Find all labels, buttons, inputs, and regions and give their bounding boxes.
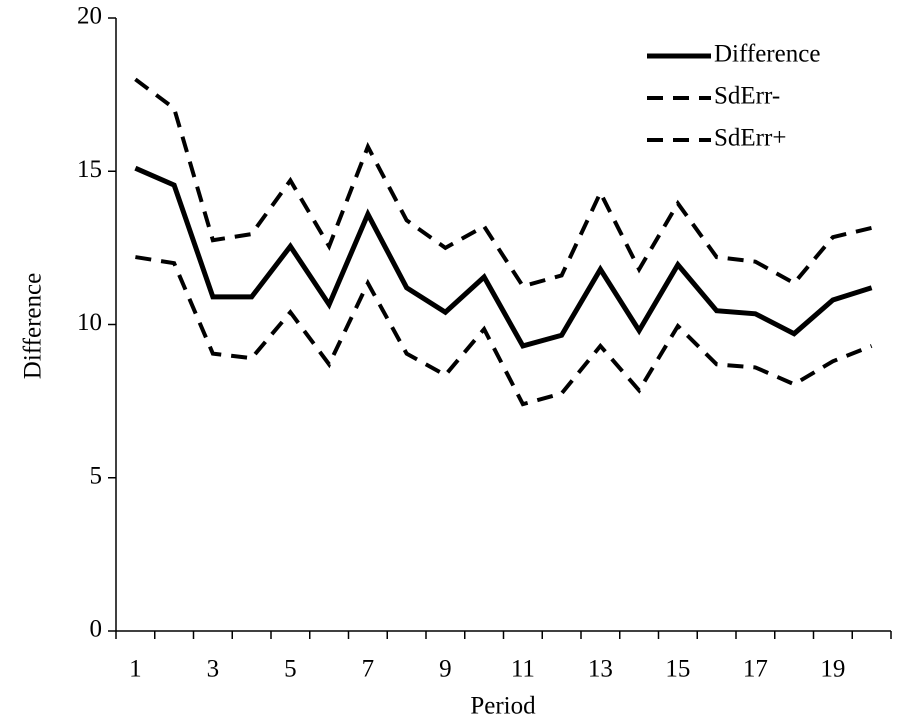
y-tick-label: 15 [77,156,102,183]
x-tick-label: 7 [362,656,375,683]
x-tick-label: 3 [207,656,220,683]
x-axis-title: Period [470,693,536,720]
y-tick-label: 10 [77,309,102,336]
y-axis-title: Difference [20,273,47,379]
legend-label: SdErr+ [714,125,786,152]
y-tick-label: 0 [90,616,103,643]
series-line-sderrminus [134,77,873,289]
y-tick-label: 20 [77,3,102,30]
series-lines [134,77,873,407]
x-axis-ticks: 1 3 5 7 9 11 13 15 17 19 [115,631,892,683]
x-tick-label: 5 [284,656,297,683]
x-tick-label: 19 [820,656,845,683]
legend: Difference SdErr- SdErr+ [647,41,820,152]
x-tick-label: 17 [743,656,768,683]
x-tick-label: 9 [439,656,452,683]
y-axis-ticks: 0 5 10 15 20 [77,3,116,643]
y-tick-label: 5 [90,462,103,489]
x-tick-label: 11 [511,656,535,683]
x-tick-label: 13 [588,656,613,683]
x-tick-label: 15 [665,656,690,683]
legend-label: Difference [714,41,820,68]
legend-label: SdErr- [714,83,780,110]
x-tick-label: 1 [129,656,142,683]
series-line-difference [134,165,873,349]
series-line-sderrplus [135,255,873,407]
